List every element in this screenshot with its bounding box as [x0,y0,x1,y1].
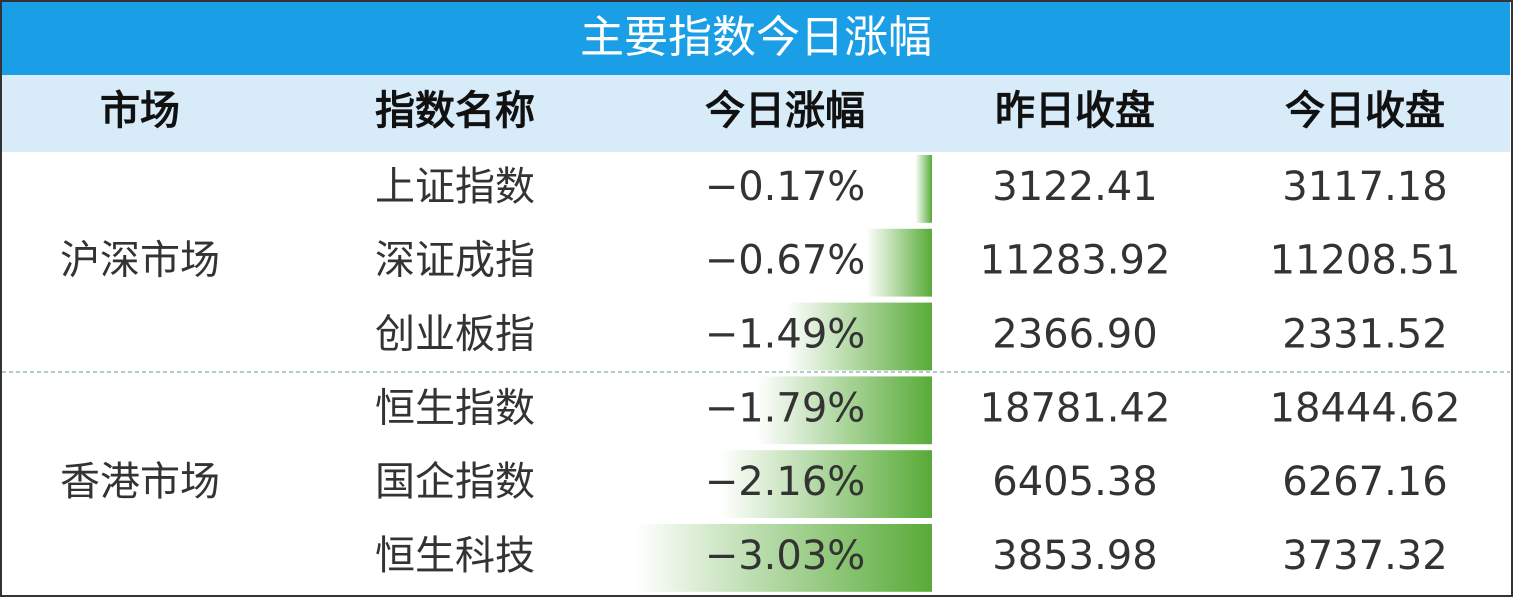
title-bar [2,2,1510,75]
index-name: 深证成指 [375,238,535,284]
change: −3.03% [705,533,866,579]
data-bar [915,155,932,223]
index-name: 恒生指数 [375,385,535,431]
prev-close: 18781.42 [980,385,1171,431]
column-header: 今日收盘 [1285,88,1445,134]
close: 6267.16 [1282,459,1447,505]
index-name: 上证指数 [375,164,535,210]
prev-close: 11283.92 [980,238,1171,284]
change: −0.67% [705,238,866,284]
prev-close: 3122.41 [992,164,1157,210]
index-name: 创业板指 [375,312,535,358]
market: 香港市场 [60,459,220,505]
column-header: 今日涨幅 [705,88,865,134]
close: 18444.62 [1270,385,1461,431]
column-header: 市场 [100,88,180,134]
column-header: 昨日收盘 [995,88,1155,134]
index-name: 恒生科技 [375,533,535,579]
close: 3737.32 [1282,533,1447,579]
data-bar [866,228,932,297]
header-row [2,75,1510,152]
change: −0.17% [705,164,866,210]
change: −1.79% [705,385,866,431]
market: 沪深市场 [60,238,220,284]
data-bar [635,524,932,592]
change: −2.16% [705,459,866,505]
prev-close: 3853.98 [992,533,1157,579]
data-bar [756,376,932,445]
close: 2331.52 [1282,312,1447,358]
close: 3117.18 [1282,164,1447,210]
prev-close: 6405.38 [992,459,1157,505]
data-bar [720,450,932,518]
change: −1.49% [705,312,866,358]
prev-close: 2366.90 [992,312,1157,358]
column-header: 指数名称 [375,88,535,134]
close: 11208.51 [1270,238,1461,284]
index-name: 国企指数 [375,459,535,505]
title: 主要指数今日涨幅 [580,12,932,63]
data-bar [785,302,932,371]
